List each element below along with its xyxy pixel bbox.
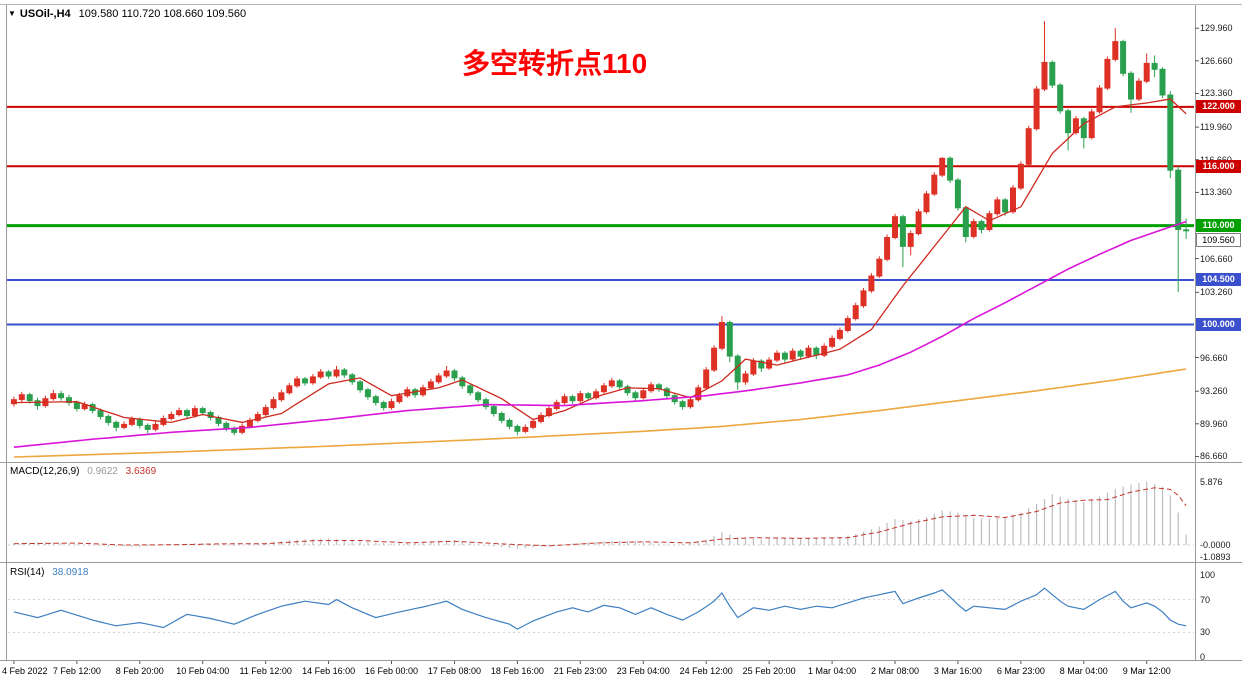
time-axis-label: 16 Feb 00:00 (365, 666, 419, 676)
hline-price-badge: 100.000 (1196, 318, 1241, 331)
time-axis-label: 1 Mar 04:00 (808, 666, 857, 676)
hline-price-badge: 110.000 (1196, 219, 1241, 233)
hline-price-badge: 122.000 (1196, 100, 1241, 114)
time-axis-label: 8 Feb 20:00 (115, 666, 164, 676)
rsi-axis-label: 30 (1200, 627, 1211, 638)
time-axis-label: 18 Feb 16:00 (490, 666, 544, 676)
time-axis-label: 25 Feb 20:00 (742, 666, 796, 676)
macd-axis-label: 5.876 (1200, 476, 1223, 487)
hline-price-badge: 104.500 (1196, 273, 1241, 287)
price-axis-tick: 119.960 (1200, 122, 1232, 133)
current-price-label: 109.560 (1196, 232, 1241, 247)
chart-header: ▼ USOil-,H4 109.580 110.720 108.660 109.56… (8, 8, 246, 20)
price-axis-tick: 89.960 (1200, 418, 1228, 429)
rsi-axis-label: 0 (1200, 652, 1206, 662)
horizontal-line-objects[interactable] (7, 105, 1194, 326)
rsi-value: 38.0918 (52, 567, 89, 578)
rsi-indicator-label: RSI(14) 38.0918 (10, 567, 88, 578)
price-axis-tick: 123.360 (1200, 88, 1233, 99)
mid-ma-line (13, 220, 1187, 448)
macd-name-label: MACD(12,26,9) (10, 466, 80, 477)
hline-price-badge: 116.000 (1196, 159, 1241, 173)
macd-axis-label: -0.0000 (1200, 540, 1231, 550)
time-axis-label: 7 Feb 12:00 (52, 666, 101, 676)
slow-ma-line (13, 368, 1187, 458)
symbol-timeframe-label: USOil-,H4 (19, 8, 71, 20)
price-axis-tick: 116.660 (1200, 155, 1232, 165)
price-axis-tick: 129.960 (1200, 23, 1233, 34)
rsi-panel-separator[interactable] (0, 562, 1242, 563)
time-axis-label: 4 Feb 2022 (2, 666, 48, 676)
rsi-axis-label: 100 (1200, 570, 1216, 580)
macd-axis-label: -1.0893 (1200, 551, 1231, 562)
time-axis-separator (0, 660, 1242, 661)
time-axis-label: 8 Mar 04:00 (1059, 666, 1108, 676)
price-axis-tick: 86.660 (1200, 451, 1228, 462)
rsi-axis-label: 70 (1200, 594, 1211, 605)
time-axis-label: 24 Feb 12:00 (679, 666, 733, 676)
time-axis-label: 2 Mar 08:00 (870, 666, 920, 676)
macd-indicator-label: MACD(12,26,9) 0.9622 3.6369 (10, 466, 156, 477)
collapse-arrow-icon[interactable]: ▼ (8, 9, 16, 18)
price-axis-tick: 93.260 (1200, 386, 1228, 397)
fast-ma-line (13, 98, 1187, 424)
price-axis-tick: 126.660 (1200, 55, 1233, 66)
time-axis-label: 6 Mar 23:00 (996, 666, 1045, 676)
price-axis-tick: 113.360 (1200, 187, 1232, 198)
time-axis-label: 23 Feb 04:00 (616, 666, 670, 676)
time-axis-label: 9 Mar 12:00 (1122, 666, 1171, 676)
time-axis-label: 11 Feb 12:00 (239, 666, 292, 676)
macd-panel (8, 481, 1194, 549)
rsi-name-label: RSI(14) (10, 567, 45, 578)
time-axis-label: 10 Feb 04:00 (176, 666, 230, 676)
chart-annotation[interactable]: 多空转折点110 (462, 48, 648, 79)
price-axis-tick: 106.660 (1200, 253, 1233, 264)
candlestick-series (10, 21, 1190, 436)
time-axis-label: 14 Feb 16:00 (302, 666, 356, 676)
rsi-panel (8, 587, 1194, 633)
window-top-border (0, 4, 1242, 5)
macd-panel-separator[interactable] (0, 462, 1242, 463)
time-axis-label: 21 Feb 23:00 (553, 666, 607, 676)
time-axis-label: 17 Feb 08:00 (427, 666, 481, 676)
macd-signal-value: 3.6369 (125, 466, 157, 477)
price-axis-tick: 103.260 (1200, 287, 1233, 298)
ohlc-values-label: 109.580 110.720 108.660 109.560 (78, 8, 247, 20)
time-axis-label: 3 Mar 16:00 (933, 666, 982, 676)
macd-main-value: 0.9622 (87, 466, 118, 477)
price-axis-tick: 96.660 (1200, 352, 1228, 363)
